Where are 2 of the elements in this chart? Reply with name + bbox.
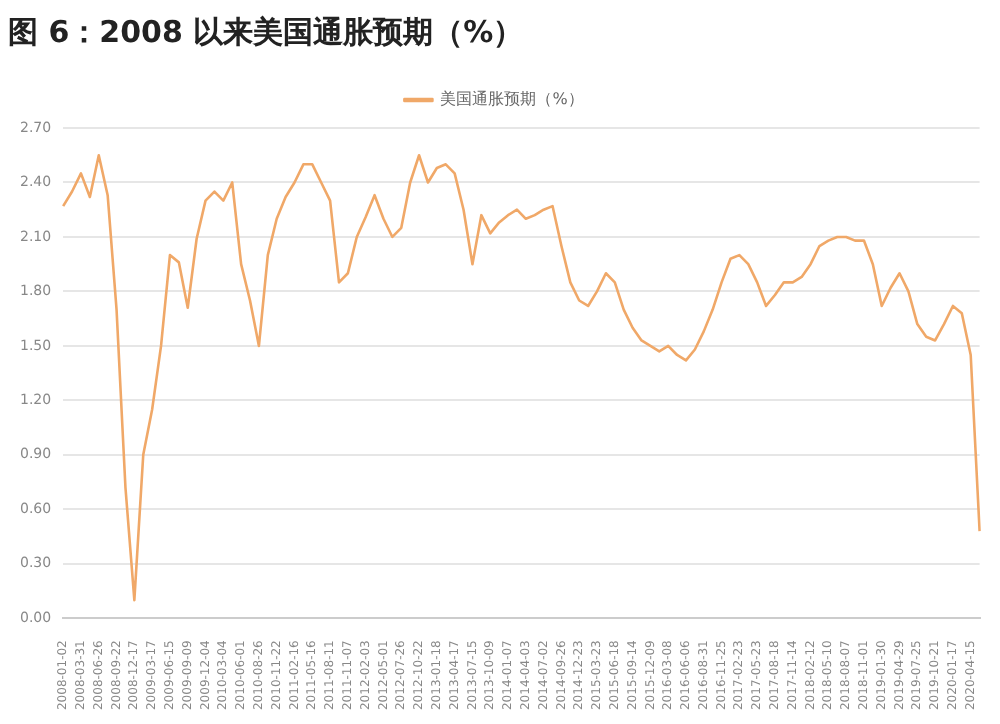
chart-title: 图 6：2008 以来美国通胀预期（%） bbox=[8, 13, 524, 50]
legend-label: 美国通胀预期（%） bbox=[440, 90, 584, 109]
